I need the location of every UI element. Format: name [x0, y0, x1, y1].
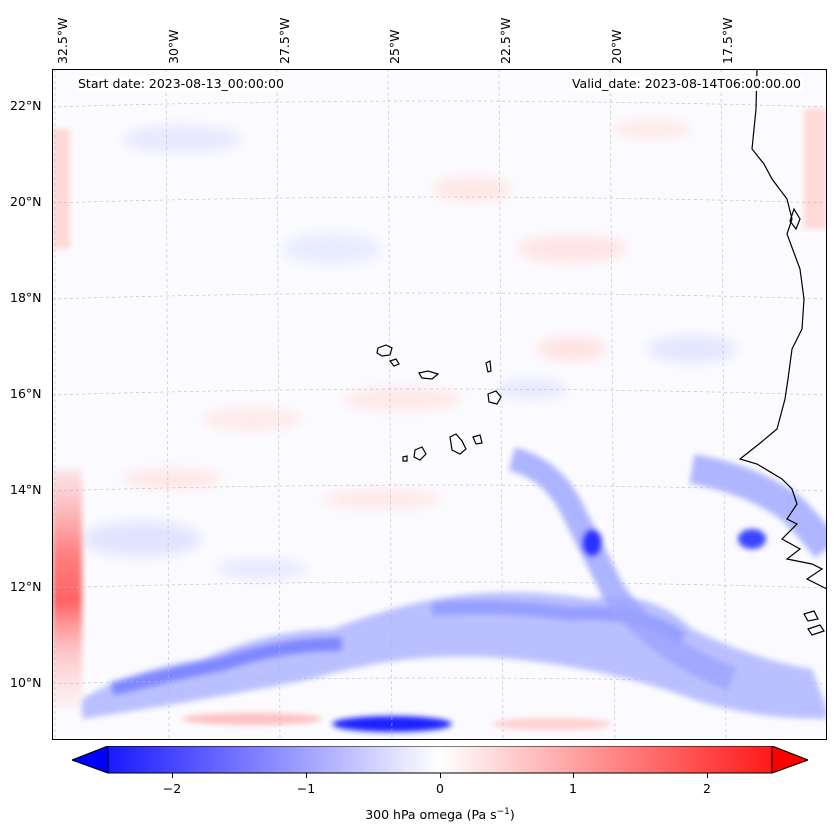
african-coastline	[738, 69, 827, 590]
colorbar-tick-2: 2	[703, 781, 711, 796]
cape-verde-islands	[376, 344, 502, 462]
colorbar-label: 300 hPa omega (Pa s−1)	[365, 807, 515, 823]
lon-label-25w: 25°W	[387, 29, 402, 64]
valid-date-annotation: Valid_date: 2023-08-14T06:00:00.00	[569, 76, 803, 91]
graticule	[52, 69, 827, 740]
start-date-annotation: Start date: 2023-08-13_00:00:00	[76, 76, 286, 91]
lon-label-30w: 30°W	[166, 29, 181, 64]
weak-vertical-motion-patches	[82, 119, 737, 579]
lat-label-12n: 12°N	[10, 579, 42, 594]
lat-label-14n: 14°N	[10, 482, 42, 497]
lat-label-22n: 22°N	[10, 98, 42, 113]
lon-label-32-5w: 32.5°W	[55, 17, 70, 64]
lat-label-16n: 16°N	[10, 386, 42, 401]
lon-label-27-5w: 27.5°W	[277, 17, 292, 64]
omega-map-panel: Start date: 2023-08-13_00:00:00 Valid_da…	[52, 69, 827, 740]
colorbar	[72, 746, 808, 774]
lat-label-20n: 20°N	[10, 194, 42, 209]
lon-label-17-5w: 17.5°W	[720, 17, 735, 64]
colorbar-tick-0: 0	[436, 781, 444, 796]
omega-field	[52, 69, 827, 740]
lat-label-10n: 10°N	[10, 675, 42, 690]
ascent-band	[82, 447, 827, 732]
colorbar-tick-neg1: −1	[296, 781, 316, 796]
lat-label-18n: 18°N	[10, 290, 42, 305]
lon-label-22-5w: 22.5°W	[498, 17, 513, 64]
colorbar-tick-1: 1	[569, 781, 577, 796]
lon-label-20w: 20°W	[609, 29, 624, 64]
red-edge-strip	[52, 469, 82, 709]
colorbar-tick-neg2: −2	[162, 781, 182, 796]
map-border	[52, 69, 827, 740]
